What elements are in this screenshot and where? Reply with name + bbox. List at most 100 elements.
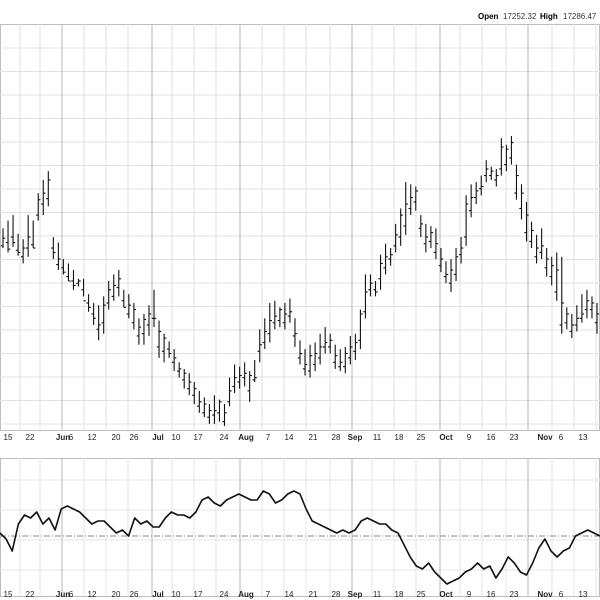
ohlc-bar [363,274,368,319]
indicator-x-tick-label: 6 [69,590,74,599]
ohlc-bar [182,368,187,389]
indicator-x-tick-label: 13 [579,590,588,599]
ohlc-bar [373,281,378,297]
ohlc-bar [458,237,464,264]
ohlc-bar [66,263,71,282]
ohlc-bar [187,373,192,396]
ohlc-bar [569,313,575,339]
price-bars [0,136,600,426]
ohlc-bar [398,208,403,246]
indicator-x-tick-label: 26 [130,590,139,599]
ohlc-bar [212,395,217,424]
ohlc-bar [307,344,313,378]
ohlc-bar [484,160,489,183]
ohlc-bar [383,243,388,275]
price-x-tick-label: Nov [537,433,553,442]
ohlc-bar [338,349,343,372]
ohlc-bar [328,333,333,354]
ohlc-bar [292,318,298,347]
ohlc-bar [579,294,585,323]
ohlc-bar [468,184,474,218]
indicator-x-tick-label: 20 [112,590,121,599]
price-x-tick-label: Aug [238,433,254,442]
high-label: High [540,12,558,21]
indicator-panel-grid [0,458,600,597]
ohlc-bar [136,318,142,345]
ohlc-bar [448,259,454,292]
price-x-tick-label: Jul [152,433,164,442]
ohlc-bar [282,302,288,330]
ohlc-bar [418,215,424,238]
indicator-line-group [0,490,600,585]
indicator-x-tick-label: 21 [309,590,318,599]
ohlc-bar [56,242,61,271]
ohlc-bar [252,360,257,383]
indicator-x-tick-label: 18 [395,590,404,599]
price-x-tick-label: 9 [467,433,472,442]
ohlc-bar [217,399,222,422]
indicator-x-tick-label: 14 [285,590,294,599]
ohlc-bar [247,371,252,402]
ohlc-bar [343,346,348,374]
ohlc-bar [403,182,408,235]
ohlc-bar [393,223,398,253]
ohlc-bar [232,364,237,394]
ohlc-bar [519,184,524,220]
price-x-tick-label: Sep [348,433,363,442]
price-x-tick-label: 28 [332,433,341,442]
ohlc-bar [509,136,514,165]
price-x-tick-label: 25 [417,433,426,442]
indicator-x-tick-label: 22 [26,590,35,599]
ohlc-bar [166,341,172,358]
ohlc-bar [202,397,207,418]
ohlc-bar [463,195,469,246]
ohlc-bar [207,404,212,424]
ohlc-bar [453,248,459,281]
indicator-x-tick-label: 28 [332,590,341,599]
ohlc-bar [31,220,36,249]
ohlc-bar [222,404,227,426]
ohlc-bar [51,237,56,260]
ohlc-bar [489,166,494,180]
high-value: 17286.47 [563,12,597,21]
ohlc-bar [589,296,595,319]
price-panel-grid [0,24,600,431]
ohlc-bar [504,144,509,172]
ohlc-bar [333,344,338,369]
price-x-tick-label: 15 [4,433,13,442]
indicator-x-tick-label: 15 [4,590,13,599]
price-x-tick-label: 16 [487,433,496,442]
price-x-tick-label: 6 [69,433,74,442]
ohlc-bar [584,289,590,319]
ohlc-bar [358,309,363,350]
ohlc-bar [10,215,16,247]
ohlc-bar [151,289,157,328]
ohlc-bar [317,333,323,365]
ohlc-bar [36,193,41,221]
price-x-tick-label: 22 [26,433,35,442]
ohlc-bar [368,274,373,297]
ohlc-bar [494,168,499,187]
ohlc-bar [348,335,353,365]
indicator-x-tick-label: 9 [467,590,472,599]
price-x-tick-label: 26 [130,433,139,442]
ohlc-bar [242,362,247,387]
price-x-tick-label: 12 [88,433,97,442]
ohlc-bar [171,349,177,372]
price-x-tick-label: 11 [373,433,382,442]
price-x-tick-label: 24 [220,433,229,442]
ohlc-bar [156,320,162,358]
indicator-x-tick-label: 12 [88,590,97,599]
indicator-x-tick-label: 25 [417,590,426,599]
ohlc-bar [5,220,11,253]
ohlc-bar [297,340,303,365]
price-x-tick-label: 10 [172,433,181,442]
ohlc-bar [302,349,308,376]
ohlc-bar [574,305,580,332]
ohlc-bar [322,327,328,354]
ohlc-bar [564,307,569,330]
ohlc-bar [227,377,232,407]
ohlc-bar [433,228,439,260]
